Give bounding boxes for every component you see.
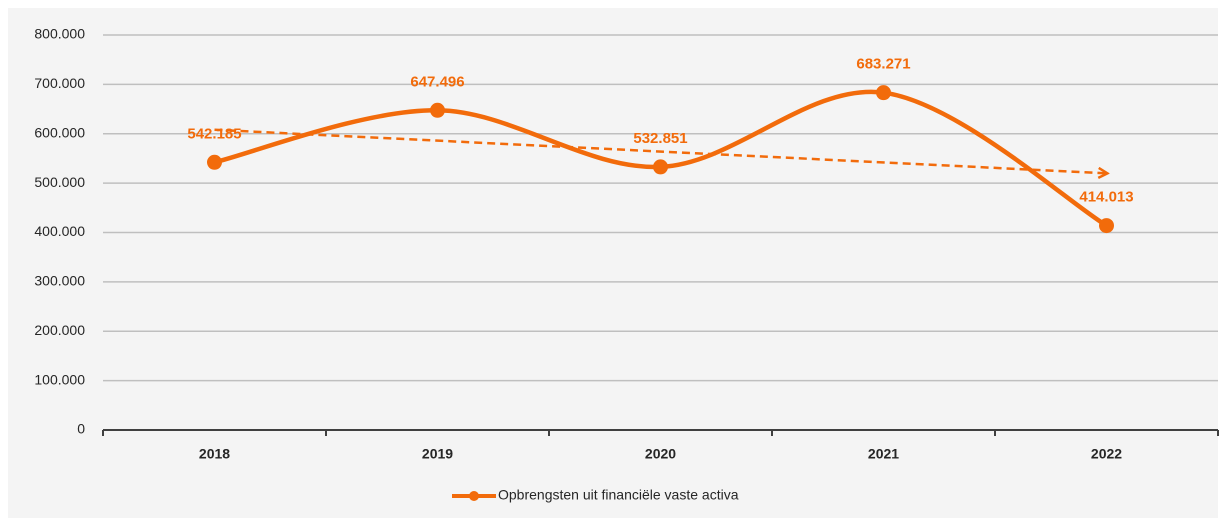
data-label: 542.185 (187, 125, 241, 142)
y-tick-label: 700.000 (34, 75, 85, 91)
y-tick-label: 400.000 (34, 223, 85, 239)
y-tick-label: 100.000 (34, 371, 85, 387)
legend-marker (469, 491, 479, 501)
point (876, 85, 891, 101)
point (430, 102, 445, 118)
data-label: 647.496 (410, 73, 464, 90)
data-label: 532.851 (633, 130, 687, 147)
data-label: 683.271 (856, 56, 910, 73)
y-tick-label: 300.000 (34, 273, 85, 289)
legend-label: Opbrengsten uit financiële vaste activa (498, 487, 739, 503)
point (207, 154, 222, 170)
data-label: 414.013 (1079, 189, 1133, 206)
x-tick-label: 2018 (199, 446, 230, 462)
y-tick-label: 600.000 (34, 124, 85, 140)
y-tick-label: 200.000 (34, 322, 85, 338)
point (653, 159, 668, 175)
y-tick-label: 0 (77, 421, 85, 437)
x-tick-label: 2020 (645, 446, 676, 462)
x-tick-label: 2021 (868, 446, 899, 462)
y-tick-label: 500.000 (34, 174, 85, 190)
trendline (214, 128, 1107, 174)
x-tick-label: 2022 (1091, 446, 1122, 462)
x-tick-label: 2019 (422, 446, 453, 462)
chart-background (8, 8, 1218, 518)
y-tick-label: 800.000 (34, 26, 85, 42)
point (1099, 218, 1114, 234)
